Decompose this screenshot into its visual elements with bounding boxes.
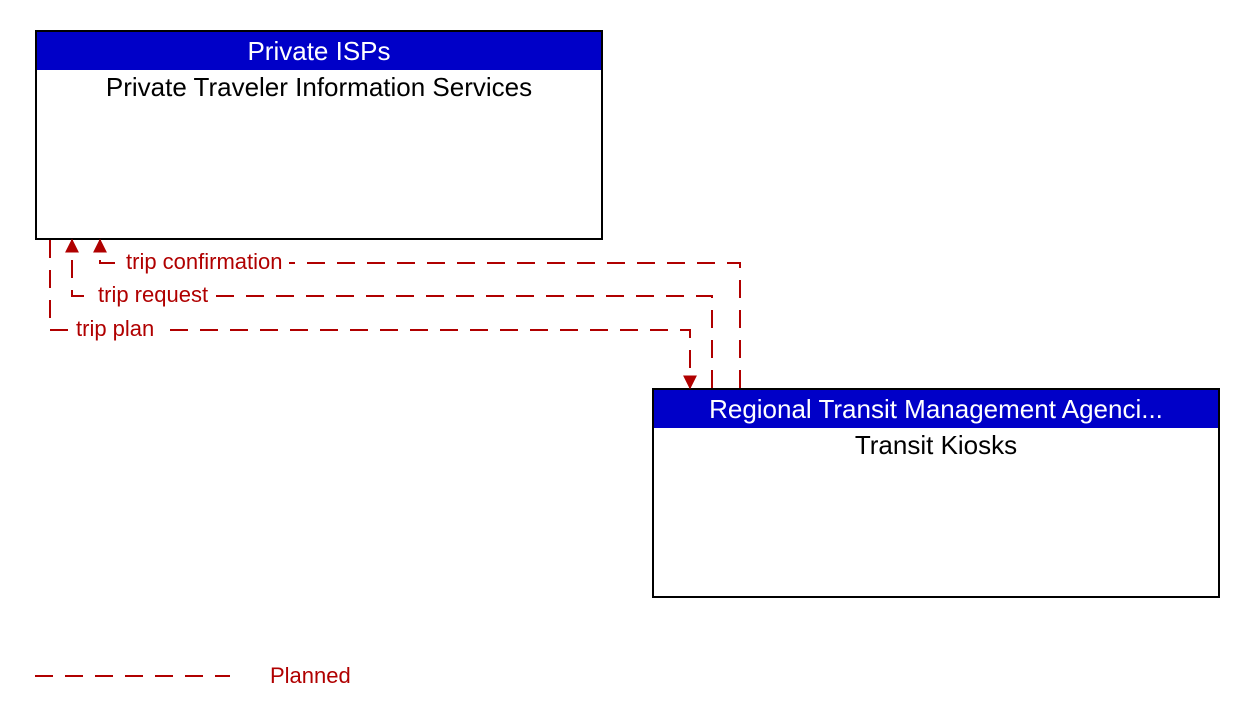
edge-label-trip-request: trip request [92, 282, 214, 308]
node-body-private-isps: Private Traveler Information Services [37, 70, 601, 103]
edge-label-trip-confirmation: trip confirmation [120, 249, 289, 275]
node-regional-transit: Regional Transit Management Agenci... Tr… [652, 388, 1220, 598]
node-header-regional-transit: Regional Transit Management Agenci... [654, 390, 1218, 428]
node-header-private-isps: Private ISPs [37, 32, 601, 70]
node-private-isps: Private ISPs Private Traveler Informatio… [35, 30, 603, 240]
legend-label-planned: Planned [270, 663, 351, 689]
node-body-regional-transit: Transit Kiosks [654, 428, 1218, 461]
edge-label-trip-plan: trip plan [70, 316, 160, 342]
